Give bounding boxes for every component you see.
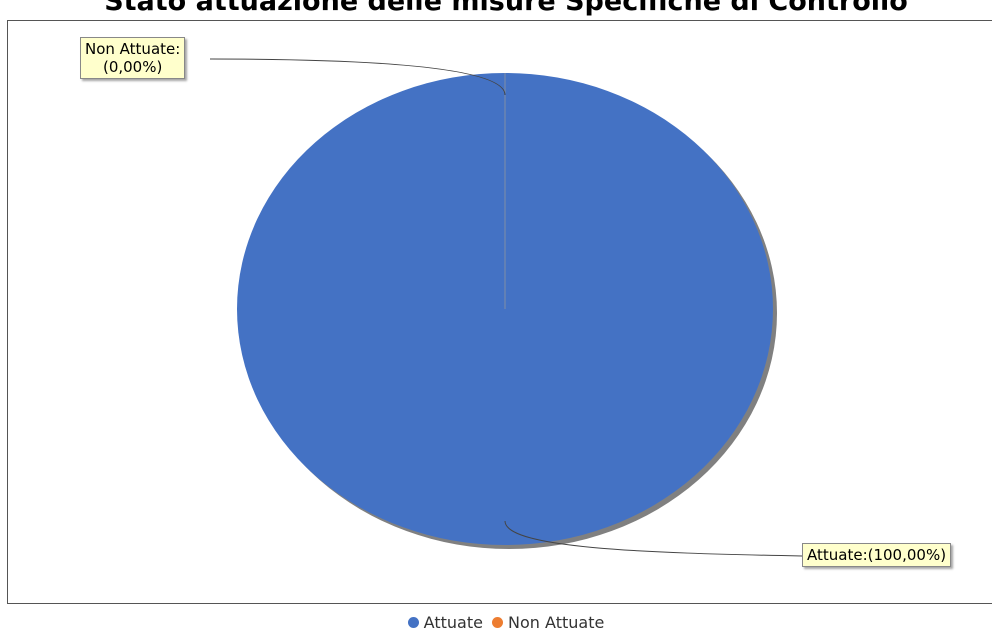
slice-label-attuate: Attuate:(100,00%) [802,543,952,567]
legend-label-attuate: Attuate [423,613,483,632]
legend-marker-non-attuate [492,617,504,628]
legend-item-non-attuate: Non Attuate [492,613,604,632]
legend-marker-attuate [407,617,419,628]
legend-item-attuate: Attuate [407,613,483,632]
leader-line-attuate [504,520,803,557]
pie-group [209,58,803,557]
slice-label-non-attuate-name: Non Attuate: [85,40,181,58]
slice-label-non-attuate: Non Attuate: (0,00%) [80,37,186,79]
leader-line-non-attuate [209,58,506,96]
legend-label-non-attuate: Non Attuate [508,613,605,632]
slice-label-non-attuate-value: (0,00%) [102,58,163,76]
slice-label-attuate-text: Attuate:(100,00%) [807,546,947,564]
legend: Attuate Non Attuate [0,613,992,632]
chart-title: Stato attuazione delle misure Specifiche… [104,0,908,17]
